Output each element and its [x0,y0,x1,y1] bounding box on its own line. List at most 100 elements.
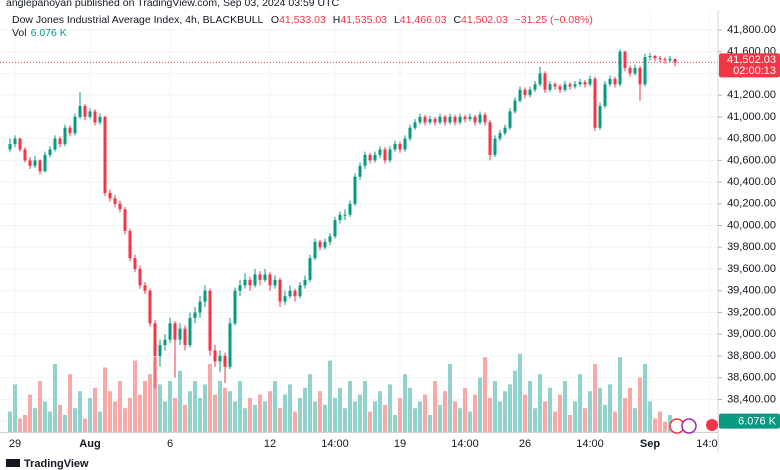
candle-body [213,350,217,362]
volume-bar [618,357,622,432]
candle-body [398,144,402,150]
volume-bar [548,387,552,432]
y-tick-label: 40,400.00 [727,176,776,188]
candle-body [538,73,542,85]
candle-body [448,116,452,123]
volume-bar [263,401,267,432]
candle-body [163,339,167,346]
candle-body [38,160,42,172]
candle-body [323,241,327,248]
volume-bar [103,367,107,432]
candle-body [238,285,242,291]
candle-body [23,149,27,161]
volume-bar [663,421,667,432]
volume-bar [273,381,277,432]
volume-bar [358,394,362,432]
volume-bar [248,398,252,432]
volume-bar [98,411,102,432]
logo: TradingView [6,458,89,470]
candle-body [328,236,332,242]
volume-bar [543,401,547,432]
volume-bar [458,408,462,432]
candle-body [148,290,152,324]
volume-bar [318,391,322,432]
y-tick-label: 41,200.00 [727,89,776,101]
logo-mark [6,459,20,467]
x-tick-label: 14:00 [321,438,349,450]
price-badge [719,53,780,78]
volume-bar [328,360,332,432]
volume-bar [173,398,177,432]
candle-body [558,86,562,90]
vol-label: Vol [12,27,27,39]
candle-body [443,116,447,123]
symbol: Dow Jones Industrial Average Index, 4h, … [12,14,264,26]
candle-body [183,328,187,346]
candle-body [468,116,472,120]
volume-bar [243,408,247,432]
volume-bar [373,401,377,432]
volume-bar [38,381,42,432]
candle-body [533,84,537,90]
candle-body [128,230,132,259]
candle-body [113,198,117,204]
published-line: anglepanoyan published on TradingView.co… [6,0,340,9]
y-tick-label: 39,400.00 [727,285,776,297]
volume-bar [88,398,92,432]
volume-bar [443,391,447,432]
candle-body [368,154,372,161]
candle-body [498,133,502,139]
volume-bar [398,398,402,432]
candle-body [403,138,407,150]
volume-bar [228,391,232,432]
candle-body [543,73,547,90]
volume-bar [163,401,167,432]
volume-bar [553,411,557,432]
candle-body [608,78,612,85]
candle-body [478,114,482,123]
price-badge-label: 41,502.03 [727,54,776,66]
candle-body [193,312,197,318]
volume-bar [488,398,492,432]
candle-body [158,345,162,356]
candle-body [268,274,272,286]
volume-bar [83,418,87,432]
volume-bar [138,394,142,432]
y-tick-label: 38,800.00 [727,350,776,362]
volume-bar [353,401,357,432]
volume-bar [503,391,507,432]
candle-body [293,290,297,297]
candle-body [503,127,507,134]
candle-body [428,119,432,123]
candle-body [488,122,492,155]
volume-bar [178,370,182,432]
candle-body [363,154,367,166]
volume-bar [308,374,312,432]
volume-bar [518,353,522,432]
candle-body [263,274,267,280]
volume-bar [68,374,72,432]
volume-bar [153,357,157,432]
volume-bar [58,404,62,432]
volume-bar [533,408,537,432]
volume-bar [278,408,282,432]
candle-body [73,116,77,134]
candle-body [553,84,557,87]
volume-bar [18,418,22,432]
x-tick-label: 29 [9,438,21,450]
x-tick-label: 14:00 [696,438,724,450]
volume-bar [408,387,412,432]
volume-bar [648,401,652,432]
y-tick-label: 39,000.00 [727,328,776,340]
volume-bar [203,384,207,432]
open-value: 41,533.03 [279,14,326,26]
candle-body [118,203,122,210]
grid [0,10,718,432]
volume-bar [183,404,187,432]
x-tick-label: 12 [264,438,276,450]
volume-bar [143,381,147,432]
volume-line: Vol 6.076 K [12,27,67,39]
volume-bar [643,364,647,432]
candle-body [98,116,102,123]
volume-bar [508,384,512,432]
